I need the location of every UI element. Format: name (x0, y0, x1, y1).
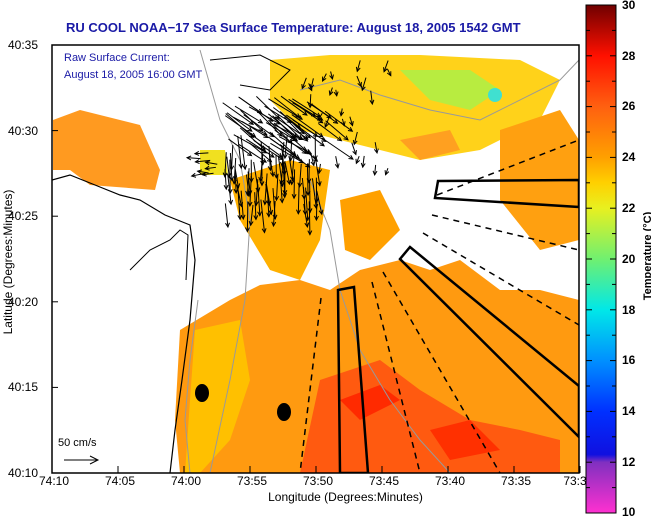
colorbar-tick-label: 30 (622, 0, 635, 12)
current-vector (316, 198, 317, 220)
colorbar-tick-label: 20 (622, 252, 635, 266)
sst-patch-mid-east (340, 190, 400, 260)
colorbar-tick-label: 28 (622, 49, 635, 63)
x-tick-label: 73:35 (501, 474, 531, 488)
y-axis-label: Latitude (Degrees:Minutes) (1, 182, 15, 342)
colorbar-tick-label: 26 (622, 99, 635, 113)
colorbar-tick-label: 16 (622, 353, 635, 367)
colorbar-tick-label: 10 (622, 505, 635, 519)
current-vector (294, 169, 295, 198)
current-vector (232, 145, 233, 170)
x-axis-label: Longitude (Degrees:Minutes) (0, 490, 651, 504)
annotation-line2: August 18, 2005 16:00 GMT (64, 69, 202, 81)
site-marker-2 (277, 403, 291, 421)
colorbar-tick-label: 14 (622, 404, 635, 418)
x-tick-label: 73:40 (435, 474, 465, 488)
colorbar-tick-label: 18 (622, 303, 635, 317)
y-tick-label: 40:15 (8, 380, 38, 394)
annotation-line1: Raw Surface Current: (64, 52, 170, 64)
coastline (52, 175, 195, 473)
x-tick-label: 74:05 (105, 474, 135, 488)
site-marker-1 (195, 384, 209, 402)
scale-arrow-icon (64, 456, 98, 464)
current-vector (307, 164, 308, 195)
x-tick-label: 73:50 (303, 474, 333, 488)
colorbar-tick-label: 12 (622, 455, 635, 469)
scale-label: 50 cm/s (58, 437, 97, 449)
x-tick-label: 74:10 (39, 474, 69, 488)
current-vector (238, 136, 242, 168)
sst-patch-mid (230, 160, 330, 280)
sst-patch-west-yellow (200, 150, 228, 175)
sst-patch-west (53, 110, 160, 190)
sst-patch-cyan (488, 88, 502, 102)
x-tick-label: 73:45 (369, 474, 399, 488)
y-tick-label: 40:30 (8, 124, 38, 138)
colorbar-tick-label: 22 (622, 201, 635, 215)
x-tick-label: 74:00 (171, 474, 201, 488)
colorbar-tick-label: 24 (622, 150, 635, 164)
coastline-inner (130, 230, 188, 280)
current-vector (227, 113, 252, 131)
y-tick-label: 40:10 (8, 466, 38, 480)
x-tick-label: 73:3 (563, 474, 586, 488)
x-tick-label: 73:55 (237, 474, 267, 488)
y-tick-label: 40:35 (8, 38, 38, 52)
colorbar-label: Temperature (°C) (642, 186, 651, 326)
